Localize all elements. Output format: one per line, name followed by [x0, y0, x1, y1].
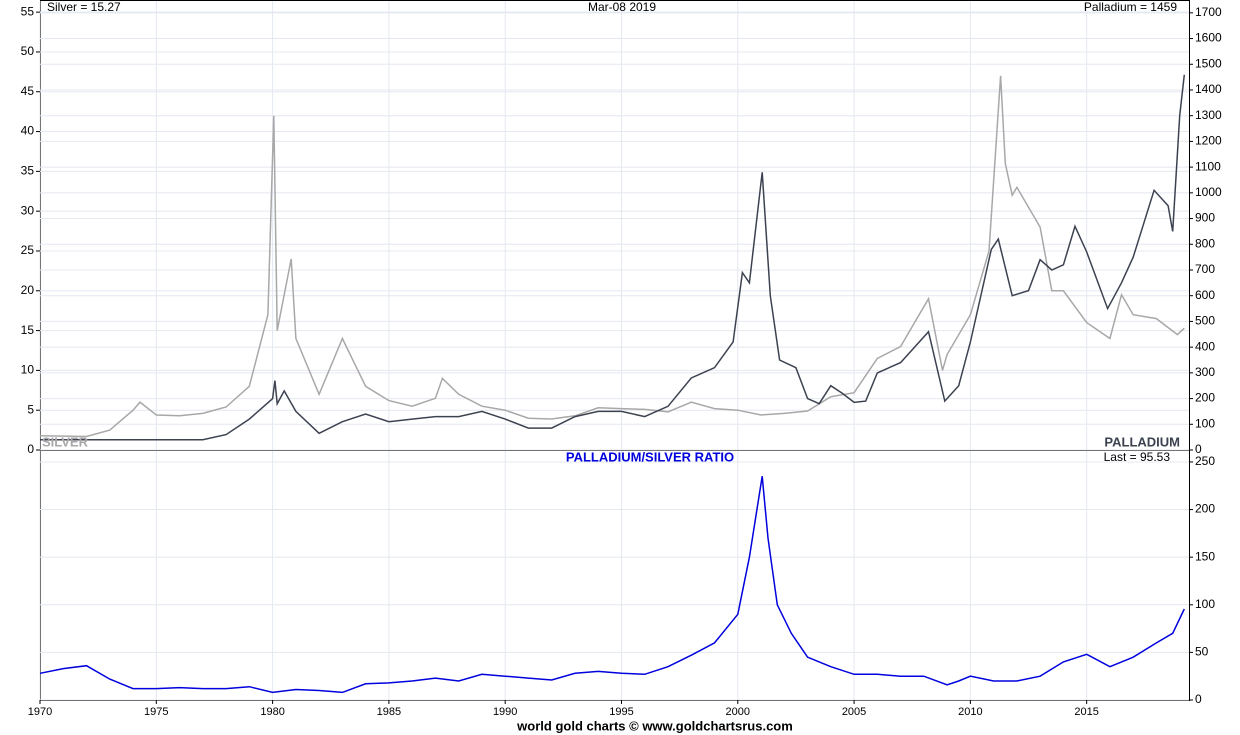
y-tick-label: 25 [21, 243, 35, 257]
y2-tick-label: 1300 [1195, 108, 1222, 122]
y2-tick-label: 300 [1195, 365, 1215, 379]
y-tick-label: 55 [21, 4, 35, 18]
y-tick-label: 100 [1195, 597, 1215, 611]
source: world gold charts © www.goldchartsrus.co… [516, 718, 793, 733]
y-tick-label: 30 [21, 203, 35, 217]
y2-tick-label: 100 [1195, 416, 1215, 430]
x-tick-label: 1975 [144, 706, 168, 718]
x-tick-label: 2005 [842, 706, 866, 718]
y-tick-label: 200 [1195, 502, 1215, 516]
y2-tick-label: 700 [1195, 262, 1215, 276]
x-tick-label: 2015 [1074, 706, 1098, 718]
grid-layer [39, 1, 1189, 701]
y-tick-label: 150 [1195, 549, 1215, 563]
annotation: Silver = 15.27 [47, 0, 121, 14]
y2-tick-label: 0 [1195, 442, 1202, 456]
x-tick-label: 1995 [609, 706, 633, 718]
x-tick-label: 1970 [28, 706, 52, 718]
data-line [39, 75, 1185, 438]
annotation: Last = 95.53 [1104, 450, 1171, 464]
y-tick-label: 40 [21, 124, 35, 138]
y2-tick-label: 1200 [1195, 134, 1222, 148]
y2-tick-label: 1500 [1195, 56, 1222, 70]
y-tick-label: 10 [21, 363, 35, 377]
frame [40, 0, 1190, 701]
y-tick-label: 0 [1195, 692, 1202, 706]
panel-title: PALLADIUM/SILVER RATIO [566, 449, 734, 464]
y2-tick-label: 800 [1195, 236, 1215, 250]
y-tick-label: 50 [21, 44, 35, 58]
y2-tick-label: 1000 [1195, 185, 1222, 199]
line-layer [39, 74, 1186, 694]
y2-tick-label: 900 [1195, 211, 1215, 225]
y2-tick-label: 200 [1195, 391, 1215, 405]
y2-tick-label: 1700 [1195, 5, 1222, 19]
y2-tick-label: 400 [1195, 339, 1215, 353]
y-tick-label: 20 [21, 283, 35, 297]
y2-tick-label: 1400 [1195, 82, 1222, 96]
series-label: SILVER [42, 434, 89, 449]
y-tick-label: 0 [27, 442, 34, 456]
y-tick-label: 35 [21, 164, 35, 178]
y-tick-label: 45 [21, 84, 35, 98]
x-tick-label: 1985 [377, 706, 401, 718]
x-tick-label: 1990 [493, 706, 517, 718]
data-line [40, 74, 1186, 441]
y2-tick-label: 1100 [1195, 159, 1221, 173]
data-line [39, 476, 1185, 694]
y2-tick-label: 500 [1195, 314, 1215, 328]
x-tick-label: 2000 [726, 706, 750, 718]
y-tick-label: 250 [1195, 454, 1215, 468]
y2-tick-label: 600 [1195, 288, 1215, 302]
x-tick-label: 1980 [260, 706, 284, 718]
y-tick-label: 15 [21, 323, 35, 337]
x-tick-label: 2010 [958, 706, 982, 718]
y-tick-label: 50 [1195, 645, 1209, 659]
y-tick-label: 5 [27, 402, 34, 416]
y2-tick-label: 1600 [1195, 31, 1222, 45]
annotation: Mar-08 2019 [588, 0, 656, 14]
annotation: Palladium = 1459 [1084, 0, 1177, 14]
series-label: PALLADIUM [1104, 434, 1180, 449]
